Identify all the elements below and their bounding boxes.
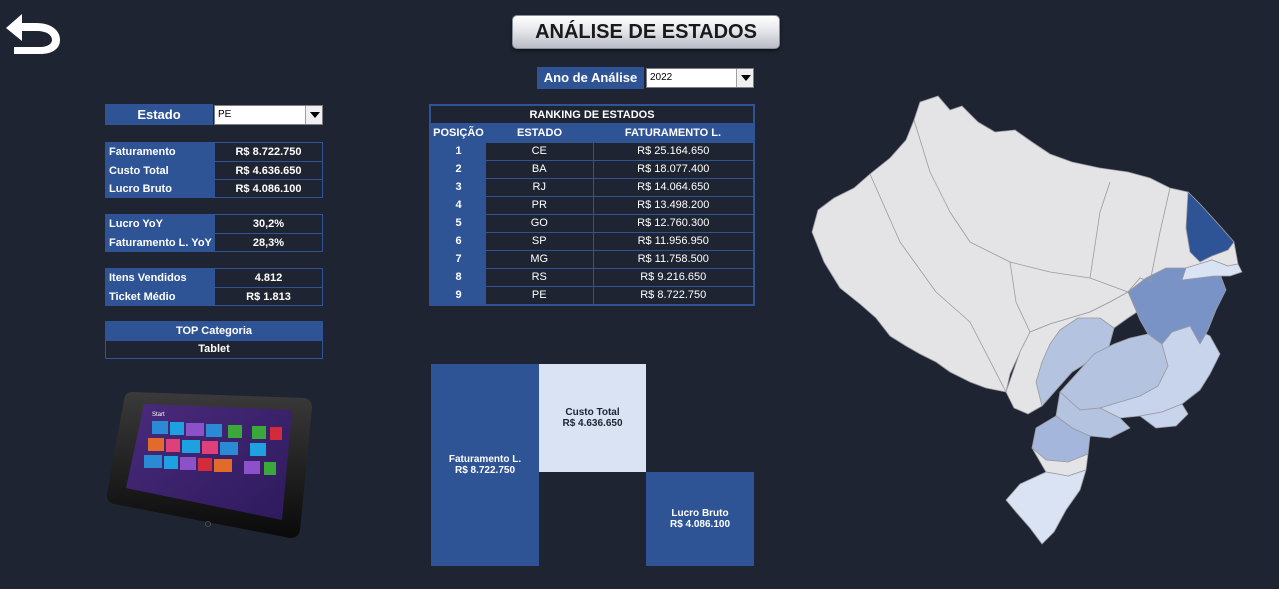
treemap-lucro-label: Lucro Bruto <box>671 508 729 519</box>
map-state-pe[interactable] <box>1181 259 1243 281</box>
estado-value: PE <box>218 109 232 120</box>
kpi-financeiro-table: Faturamento R$ 8.722.750 Custo Total R$ … <box>105 142 323 198</box>
map-state-ba[interactable] <box>1127 259 1227 345</box>
ranking-estado: GO <box>486 213 594 232</box>
ranking-faturamento: R$ 25.164.650 <box>593 141 753 160</box>
top-categoria-value: Tablet <box>198 343 230 355</box>
ranking-posicao: 4 <box>431 195 486 214</box>
table-row: 2 BA R$ 18.077.400 <box>431 159 753 178</box>
ranking-posicao: 1 <box>431 141 486 160</box>
ranking-posicao: 6 <box>431 231 486 250</box>
kpi-value: 4.812 <box>215 269 322 287</box>
ranking-col-estado: ESTADO <box>486 124 593 142</box>
kpi-vendas-table: Itens Vendidos 4.812 Ticket Médio R$ 1.8… <box>105 268 323 306</box>
kpi-label: Custo Total <box>106 162 215 179</box>
ranking-posicao: 9 <box>431 285 486 304</box>
ano-analise-value: 2022 <box>650 72 673 83</box>
kpi-label: Ticket Médio <box>106 288 215 305</box>
ranking-col-posicao: POSIÇÃO <box>431 124 486 142</box>
ranking-estado: CE <box>486 141 594 160</box>
ranking-faturamento: R$ 9.216.650 <box>593 267 753 286</box>
table-row: 6 SP R$ 11.956.950 <box>431 231 753 250</box>
kpi-value: 28,3% <box>215 234 322 251</box>
table-row: 7 MG R$ 11.758.500 <box>431 249 753 268</box>
treemap-faturamento-value: R$ 8.722.750 <box>454 465 516 476</box>
kpi-label: Lucro YoY <box>106 215 215 233</box>
kpi-yoy-table: Lucro YoY 30,2% Faturamento L. YoY 28,3% <box>105 214 323 252</box>
kpi-label: Faturamento L. YoY <box>106 234 215 251</box>
treemap-custo-label: Custo Total <box>565 407 620 418</box>
ranking-posicao: 5 <box>431 213 486 232</box>
ranking-faturamento: R$ 8.722.750 <box>593 285 753 304</box>
ano-analise-dropdown[interactable]: 2022 <box>646 68 754 88</box>
ranking-title: RANKING DE ESTADOS <box>431 106 753 124</box>
top-categoria-box: TOP Categoria Tablet <box>105 321 323 359</box>
ranking-estado: MG <box>486 249 594 268</box>
table-row: 4 PR R$ 13.498.200 <box>431 195 753 214</box>
map-state-rs[interactable] <box>1005 469 1087 545</box>
chevron-down-icon[interactable] <box>305 106 322 124</box>
kpi-value: 30,2% <box>215 215 322 233</box>
treemap-faturamento: Faturamento L. R$ 8.722.750 <box>431 364 539 566</box>
table-row: 9 PE R$ 8.722.750 <box>431 285 753 304</box>
kpi-row-lucro-bruto: Lucro Bruto R$ 4.086.100 <box>106 179 322 197</box>
brazil-map <box>811 95 1243 545</box>
ranking-faturamento: R$ 18.077.400 <box>593 159 753 178</box>
estado-dropdown[interactable]: PE <box>214 105 323 125</box>
tablet-tiles <box>144 421 282 475</box>
ano-analise-label: Ano de Análise <box>537 67 644 89</box>
ranking-estado: BA <box>486 159 594 178</box>
map-state-ms[interactable] <box>1035 317 1115 407</box>
table-row: 3 RJ R$ 14.064.650 <box>431 177 753 196</box>
kpi-value: R$ 4.086.100 <box>215 180 322 197</box>
ranking-faturamento: R$ 12.760.300 <box>593 213 753 232</box>
tablet-start-text: Start <box>152 412 165 418</box>
kpi-label: Lucro Bruto <box>106 180 215 197</box>
ranking-posicao: 2 <box>431 159 486 178</box>
treemap-custo-total: Custo Total R$ 4.636.650 <box>539 364 646 472</box>
top-categoria-label: TOP Categoria <box>106 322 322 341</box>
kpi-row-itens-vendidos: Itens Vendidos 4.812 <box>106 269 322 287</box>
map-state-ce[interactable] <box>1185 191 1235 263</box>
kpi-row-lucro-yoy: Lucro YoY 30,2% <box>106 215 322 233</box>
kpi-label: Faturamento <box>106 143 215 161</box>
kpi-row-ticket-medio: Ticket Médio R$ 1.813 <box>106 287 322 305</box>
table-row: 5 GO R$ 12.760.300 <box>431 213 753 232</box>
ranking-faturamento: R$ 13.498.200 <box>593 195 753 214</box>
chevron-down-icon[interactable] <box>736 69 753 87</box>
ranking-posicao: 3 <box>431 177 486 196</box>
kpi-row-custo-total: Custo Total R$ 4.636.650 <box>106 161 322 179</box>
kpi-value: R$ 1.813 <box>215 288 322 305</box>
page-title: ANÁLISE DE ESTADOS <box>512 15 780 49</box>
back-arrow-icon[interactable] <box>2 12 62 56</box>
ranking-estado: RJ <box>486 177 594 196</box>
ranking-posicao: 8 <box>431 267 486 286</box>
kpi-value: R$ 4.636.650 <box>215 162 322 179</box>
table-row: 8 RS R$ 9.216.650 <box>431 267 753 286</box>
ranking-estado: RS <box>486 267 594 286</box>
treemap-faturamento-label: Faturamento L. <box>448 454 522 465</box>
ranking-faturamento: R$ 11.956.950 <box>593 231 753 250</box>
map-state-rj[interactable] <box>1139 403 1189 429</box>
table-row: 1 CE R$ 25.164.650 <box>431 141 753 160</box>
ranking-table: RANKING DE ESTADOS POSIÇÃO ESTADO FATURA… <box>429 104 755 306</box>
kpi-row-faturamento-yoy: Faturamento L. YoY 28,3% <box>106 233 322 251</box>
estado-label: Estado <box>105 104 213 125</box>
kpi-row-faturamento: Faturamento R$ 8.722.750 <box>106 143 322 161</box>
treemap-lucro-value: R$ 4.086.100 <box>669 519 731 530</box>
ranking-header-row: POSIÇÃO ESTADO FATURAMENTO L. <box>431 124 753 142</box>
ranking-faturamento: R$ 14.064.650 <box>593 177 753 196</box>
ranking-col-faturamento: FATURAMENTO L. <box>593 124 753 142</box>
kpi-label: Itens Vendidos <box>106 269 215 287</box>
ranking-estado: SP <box>486 231 594 250</box>
tablet-image: Start <box>106 392 312 538</box>
ranking-estado: PE <box>486 285 594 304</box>
ranking-faturamento: R$ 11.758.500 <box>593 249 753 268</box>
ranking-posicao: 7 <box>431 249 486 268</box>
treemap-lucro-bruto: Lucro Bruto R$ 4.086.100 <box>646 472 754 566</box>
treemap-custo-value: R$ 4.636.650 <box>562 418 623 429</box>
ranking-estado: PR <box>486 195 594 214</box>
kpi-value: R$ 8.722.750 <box>215 143 322 161</box>
